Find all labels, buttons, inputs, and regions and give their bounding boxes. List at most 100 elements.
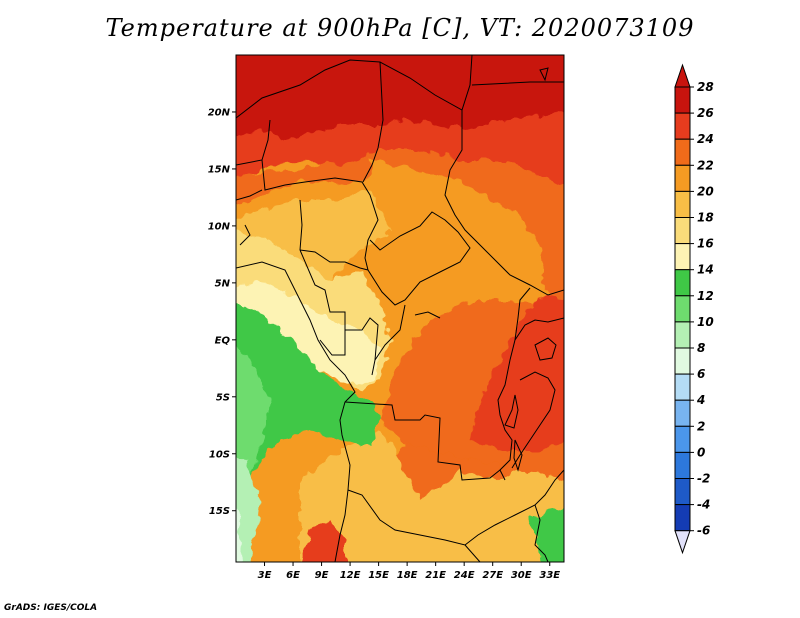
colorbar-label: 26 xyxy=(697,106,714,120)
colorbar-swatch xyxy=(674,425,691,453)
border-line xyxy=(236,119,271,166)
map-frame xyxy=(235,54,565,563)
colorbar-swatch xyxy=(674,478,691,506)
colorbar-swatch xyxy=(674,295,691,323)
colorbar-label: 2 xyxy=(697,419,705,433)
border-line xyxy=(347,469,564,546)
colorbar-label: 28 xyxy=(697,80,714,94)
field-region-22-north xyxy=(370,160,545,290)
lat-tick-label: 20N xyxy=(208,107,231,118)
field-region-26-southwest xyxy=(302,520,345,562)
colorbar-label: 16 xyxy=(697,237,714,251)
lon-tick-label: 3E xyxy=(258,570,272,581)
field-region-26-east xyxy=(470,292,564,450)
colorbar-swatch xyxy=(674,269,691,297)
lon-tick-label: 6E xyxy=(286,570,300,581)
colorbar-top-arrow xyxy=(674,63,691,88)
colorbar-swatch xyxy=(674,86,691,114)
border-line xyxy=(236,189,263,201)
colorbar-swatch xyxy=(674,347,691,375)
border-line xyxy=(374,304,406,361)
lon-tick-label: 12E xyxy=(340,570,361,581)
colorbar-label: 22 xyxy=(697,158,714,172)
colorbar-label: 4 xyxy=(696,393,705,407)
colorbar-label: 24 xyxy=(697,132,714,146)
colorbar-label: 18 xyxy=(697,211,714,225)
colorbar-label: 6 xyxy=(697,367,705,381)
colorbar-swatch xyxy=(674,190,691,218)
lat-tick-label: 15S xyxy=(209,506,230,517)
lat-tick-label: 5N xyxy=(215,278,231,289)
border-line xyxy=(344,401,506,481)
field-region-14-atlantic xyxy=(236,303,380,512)
colorbar-label: 0 xyxy=(697,445,705,459)
longitude-axis: 3E 6E 9E 12E 15E 18E 21E 24E 27E 30E 33E xyxy=(258,562,560,581)
colorbar-swatch xyxy=(674,243,691,271)
field-region-14-southeast xyxy=(530,506,564,562)
lon-tick-label: 15E xyxy=(368,570,389,581)
border-line xyxy=(239,224,251,246)
colorbar-label: 10 xyxy=(697,315,714,329)
lon-tick-label: 27E xyxy=(482,570,503,581)
border-line xyxy=(497,317,564,471)
lat-tick-label: 5S xyxy=(216,392,230,403)
lake-outline xyxy=(504,394,519,429)
map-title: Temperature at 900hPa [C], VT: 202007310… xyxy=(105,14,695,42)
field-region-28-sahara xyxy=(236,55,564,140)
colorbar-swatch xyxy=(674,138,691,166)
country-borders xyxy=(236,55,564,562)
lat-tick-label: EQ xyxy=(215,335,231,346)
colorbar-swatch xyxy=(674,373,691,401)
border-line xyxy=(319,330,346,356)
lat-tick-label: 15N xyxy=(208,164,231,175)
lon-tick-label: 9E xyxy=(315,570,329,581)
colorbar-label: 8 xyxy=(697,341,705,355)
field-region-8-atlantic xyxy=(236,508,242,562)
colorbar-bottom-arrow xyxy=(674,530,691,555)
border-line xyxy=(514,287,531,341)
border-line xyxy=(299,249,369,271)
colorbar-swatch xyxy=(674,217,691,245)
lake-outline xyxy=(414,311,441,319)
lat-tick-label: 10N xyxy=(208,221,231,232)
field-region-16-coast xyxy=(236,280,380,385)
field-region-10-atlantic xyxy=(236,455,260,562)
border-line xyxy=(534,504,549,562)
temperature-field xyxy=(236,55,564,562)
lon-tick-label: 21E xyxy=(425,570,446,581)
lat-tick-label: 10S xyxy=(209,449,230,460)
border-line xyxy=(444,110,564,296)
lon-tick-label: 24E xyxy=(454,570,475,581)
colorbar-label: 20 xyxy=(697,184,714,198)
grads-credit: GrADS: IGES/COLA xyxy=(4,603,98,613)
colorbar-swatch xyxy=(674,321,691,349)
colorbar-swatch xyxy=(674,504,691,532)
border-line xyxy=(362,61,384,183)
border-line xyxy=(471,81,564,86)
latitude-axis: 20N 15N 10N 5N EQ 5S 10S 15S xyxy=(208,107,236,517)
colorbar-label: -4 xyxy=(697,498,710,512)
border-line xyxy=(261,159,471,306)
lake-outline xyxy=(539,67,549,82)
colorbar-swatch xyxy=(674,164,691,192)
colorbar-label: -2 xyxy=(697,472,710,486)
colorbar-swatch xyxy=(674,112,691,140)
lon-tick-label: 30E xyxy=(511,570,532,581)
colorbar-label: -6 xyxy=(697,524,710,538)
colorbar-label: 14 xyxy=(697,263,714,277)
border-line xyxy=(236,261,356,562)
field-region-24-north xyxy=(236,140,564,299)
colorbar-label: 12 xyxy=(697,289,714,303)
border-line xyxy=(511,371,556,469)
lake-outline xyxy=(534,337,557,361)
border-line xyxy=(464,544,481,562)
colorbar-swatch xyxy=(674,451,691,479)
border-line xyxy=(299,199,303,251)
lake-outline xyxy=(513,439,523,472)
colorbar-swatch xyxy=(674,399,691,427)
lon-tick-label: 18E xyxy=(397,570,418,581)
lon-tick-label: 33E xyxy=(539,570,560,581)
field-region-20-south xyxy=(300,430,564,562)
